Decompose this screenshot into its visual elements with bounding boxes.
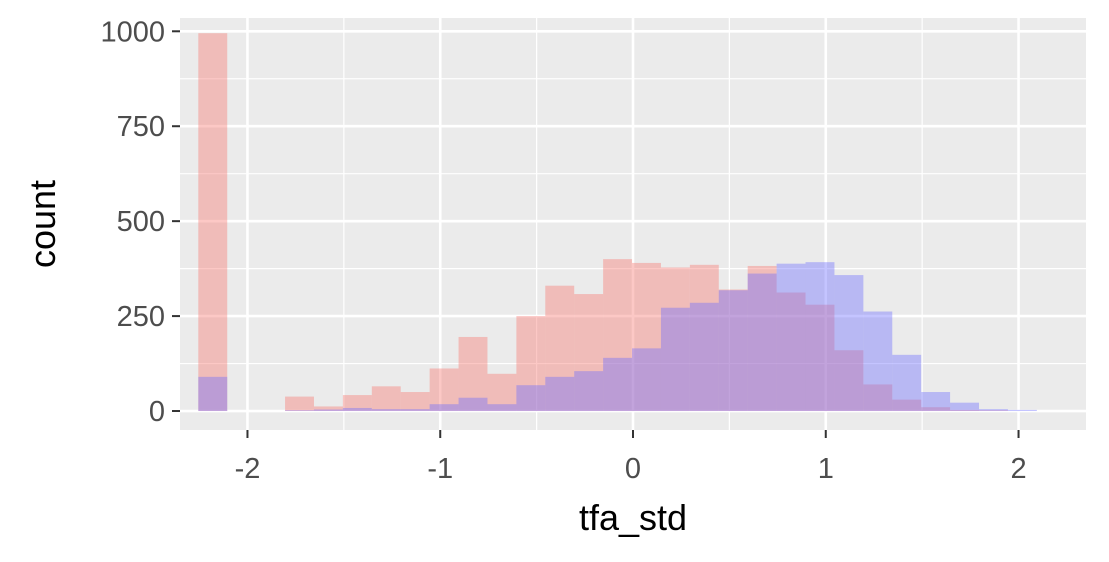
histogram-bar-series-2 (892, 354, 922, 412)
histogram-bar-series-2 (950, 402, 980, 412)
histogram-bar-series-1 (487, 373, 517, 412)
y-axis-tick-labels: 0 250 500 750 1000 (100, 16, 165, 428)
histogram-bar-series-1 (342, 395, 372, 412)
histogram-bar-series-2 (776, 263, 806, 412)
histogram-bar-series-1 (458, 336, 488, 412)
histogram-bar-series-2 (660, 307, 690, 412)
histogram-bar-series-2 (834, 275, 864, 412)
histogram-bar-series-2 (805, 262, 835, 412)
histogram-bar-series-2 (979, 409, 1008, 412)
histogram-bar-series-1 (718, 289, 748, 412)
histogram-bar-series-1 (545, 285, 575, 412)
histogram-bar-series-2 (747, 273, 777, 412)
histogram-bar-series-2 (285, 410, 314, 412)
histogram-bar-series-2 (198, 376, 228, 412)
histogram-bars (198, 33, 1037, 412)
histogram-bar-series-1 (371, 386, 401, 412)
histogram-bar-series-1 (863, 384, 893, 412)
histogram-bar-series-1 (950, 409, 980, 412)
histogram-bar-series-2 (632, 348, 661, 412)
axis-ticks (172, 30, 1020, 438)
histogram-bar-series-1 (400, 392, 430, 412)
histogram-bar-series-1 (747, 265, 777, 412)
histogram-bar-series-2 (516, 385, 546, 412)
y-tick-label: 750 (117, 111, 165, 143)
histogram-bar-series-1 (603, 259, 633, 412)
histogram-bar-series-1 (892, 399, 922, 412)
histogram-bar-series-1 (516, 316, 546, 412)
histogram-bar-series-2 (313, 409, 343, 412)
histogram-bar-series-1 (805, 304, 835, 412)
y-axis-title: count (22, 180, 63, 268)
histogram-bar-series-2 (574, 371, 604, 412)
histogram-bar-series-1 (921, 407, 951, 412)
x-axis-tick-labels: -2 -1 0 1 2 (235, 453, 1027, 485)
y-tick-label: 0 (149, 396, 165, 428)
histogram-bar-series-1 (313, 406, 343, 412)
histogram-bar-series-1 (689, 264, 719, 412)
major-gridlines (180, 18, 1086, 430)
y-tick-label: 1000 (100, 16, 165, 48)
histogram-bar-series-2 (371, 409, 401, 412)
y-tick-label: 250 (117, 301, 165, 333)
histogram-bar-series-2 (718, 290, 748, 412)
histogram-bar-series-2 (921, 392, 951, 412)
x-tick-label: -2 (235, 453, 261, 485)
histogram-bar-series-1 (198, 33, 228, 412)
histogram-bar-series-1 (285, 396, 314, 412)
x-axis-title: tfa_std (579, 497, 687, 538)
histogram-bar-series-1 (632, 262, 661, 412)
histogram-bar-series-1 (574, 294, 604, 412)
histogram-bar-series-2 (487, 404, 517, 412)
x-tick-label: -1 (427, 453, 453, 485)
histogram-bar-series-1 (979, 410, 1008, 412)
histogram-bar-series-2 (1007, 409, 1037, 412)
x-tick-label: 0 (625, 453, 641, 485)
histogram-bar-series-1 (429, 368, 459, 412)
histogram-bar-series-2 (342, 407, 372, 412)
histogram-bar-series-2 (400, 409, 430, 412)
histogram-bar-series-2 (429, 404, 459, 412)
histogram-bar-series-2 (603, 357, 633, 412)
histogram-bar-series-2 (689, 302, 719, 412)
histogram-bar-series-1 (834, 350, 864, 412)
histogram-bar-series-2 (863, 311, 893, 412)
x-tick-label: 1 (818, 453, 834, 485)
histogram-bar-series-2 (458, 397, 488, 412)
histogram-bar-series-1 (660, 267, 690, 412)
histogram-bar-series-2 (545, 376, 575, 412)
y-tick-label: 500 (117, 206, 165, 238)
histogram-bar-series-1 (776, 292, 806, 412)
x-tick-label: 2 (1010, 453, 1026, 485)
